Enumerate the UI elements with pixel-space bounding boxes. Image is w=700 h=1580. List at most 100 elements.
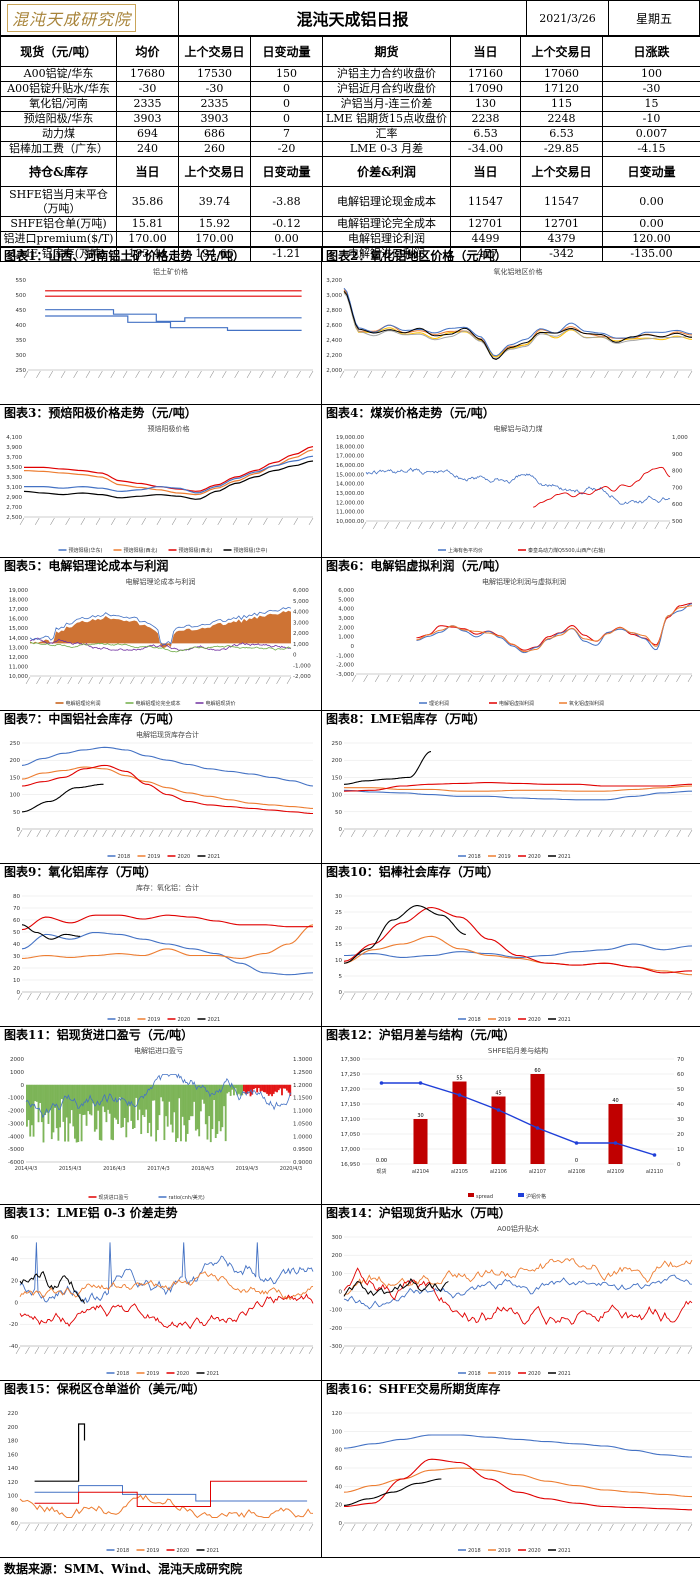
y-tick-label: 350	[16, 338, 27, 344]
y-tick-label: 0	[21, 1083, 25, 1089]
y-tick-label: -1,000	[336, 653, 354, 659]
series-line	[22, 924, 81, 940]
import-pnl-bar	[252, 1084, 255, 1090]
y-tick-label-right: 1.1000	[293, 1109, 313, 1115]
import-pnl-bar	[181, 1084, 184, 1117]
table-cell: 35.86	[116, 186, 179, 217]
y-tick-label: 50	[13, 810, 20, 816]
import-pnl-bar	[219, 1084, 222, 1132]
legend-item: 电解铝现货价	[206, 700, 236, 707]
import-pnl-bar	[289, 1084, 292, 1097]
y-tick-label-right: -1,000	[293, 663, 311, 669]
table-cell: 11547	[520, 186, 603, 217]
legend-item: 2019	[148, 854, 161, 860]
chart-c4: 电解铝与动力煤 19,000.00 18,000.00 17,000.00 16,000…	[336, 424, 688, 554]
import-pnl-bar	[267, 1084, 270, 1096]
import-pnl-bar	[158, 1084, 161, 1116]
import-pnl-bar	[95, 1084, 98, 1130]
legend-item: 2020	[178, 1017, 191, 1023]
table-row: LME 铝库存(万吨) 193.44 194.66 -1.21 电解铝进口利润 -477-…	[0, 246, 700, 262]
chart-inner-title: 电解铝与动力煤	[494, 424, 543, 433]
y-tick-label: 17,000.00	[336, 454, 364, 460]
import-pnl-bar	[234, 1084, 237, 1089]
table-cell: -10	[602, 111, 700, 127]
series-line	[343, 1434, 693, 1458]
import-pnl-bar	[44, 1084, 47, 1116]
y-tick-label: 0	[17, 990, 21, 996]
bar-data-label: 40	[612, 1098, 618, 1104]
series-line	[344, 751, 432, 785]
chart-inner-title: 库存：氧化铝：合计	[136, 883, 199, 892]
import-pnl-bar	[163, 1084, 166, 1141]
x-tick-label: 2017/4/3	[147, 1166, 169, 1172]
y-tick-label: 150	[332, 775, 343, 781]
import-pnl-bar	[286, 1084, 288, 1091]
y-tick-label: 18,000	[9, 598, 29, 604]
data-source-footer: 数据来源：SMM、Wind、混沌天成研究院	[0, 1557, 700, 1580]
y-tick-label-right: 60	[677, 1072, 684, 1078]
table-cell: 沪铝当月-连三价差	[322, 96, 451, 112]
table-cell: -4.15	[602, 141, 700, 157]
series-line	[416, 603, 693, 654]
table-cell: 当日	[450, 156, 521, 187]
import-pnl-bar	[213, 1084, 216, 1101]
import-pnl-bar	[117, 1084, 119, 1125]
series-line	[24, 446, 314, 492]
import-pnl-bar	[282, 1084, 285, 1089]
chart-c3: 预焙阳极价格 4,100 3,900 3,700 3,500 3,300 3,100 2,90…	[6, 424, 314, 554]
chart-panel-c6: 图表6：电解铝虚拟利润（元/吨） 电解铝理论利润与虚拟利润 6,000 5,000 4,…	[322, 558, 700, 710]
legend-item: 2019	[498, 854, 511, 860]
import-pnl-bar	[223, 1084, 225, 1107]
import-pnl-bar	[165, 1084, 167, 1117]
legend-item: 上海有色平均价	[448, 547, 483, 554]
series-line	[21, 914, 313, 931]
chart-panel-c9: 图表9：氧化铝库存（万吨） 库存：氧化铝：合计 80 70 60 50 40 30 20 10 0 2…	[0, 864, 322, 1026]
import-pnl-bar	[85, 1084, 88, 1126]
import-pnl-bar	[42, 1084, 45, 1143]
y-tick-label-right: 500	[672, 519, 683, 525]
table-cell: 240	[116, 141, 179, 157]
table-cell: 170.00	[116, 231, 179, 247]
y-tick-label: 17,100	[341, 1117, 361, 1123]
import-pnl-bar	[171, 1084, 174, 1133]
table-cell: -30	[116, 81, 179, 97]
table-cell: 3903	[116, 111, 179, 127]
y-tick-label: 3,300	[6, 475, 22, 481]
import-pnl-bar	[110, 1084, 113, 1140]
table-cell: 上个交易日	[520, 36, 603, 67]
table-row: 现货（元/吨） 均价 上个交易日 日变动量 期货 当日 上个交易日 日涨跌	[0, 36, 700, 67]
table-cell: 194.66	[178, 246, 251, 262]
report-date: 2021/3/26	[527, 1, 609, 35]
y-tick-label-right: -2,000	[293, 674, 311, 680]
y-tick-label: 2,700	[6, 505, 22, 511]
y-tick-label: 18,000.00	[336, 444, 364, 450]
import-pnl-bar	[47, 1084, 50, 1124]
y-tick-label: 500	[16, 293, 27, 299]
y-tick-label-right: 20	[677, 1132, 684, 1138]
table-cell: 15.81	[116, 216, 179, 232]
import-pnl-bar	[128, 1084, 131, 1107]
y-tick-label: 200	[10, 758, 21, 764]
series-line	[343, 287, 693, 357]
legend-item: 2020	[528, 1017, 541, 1023]
profit-area	[30, 610, 291, 649]
y-tick-label-right: 900	[672, 452, 683, 458]
import-pnl-bar	[279, 1084, 282, 1089]
spread-bar	[452, 1081, 467, 1164]
import-pnl-bar	[60, 1084, 63, 1100]
y-tick-label: 2,000	[338, 625, 354, 631]
y-tick-label-right: 1.2500	[293, 1070, 313, 1076]
series-line	[34, 1423, 86, 1482]
import-pnl-bar	[54, 1084, 57, 1108]
import-pnl-bar	[274, 1084, 277, 1092]
series-line	[343, 292, 692, 360]
y-tick-label: 70	[13, 906, 20, 912]
legend-item: 2021	[207, 1548, 220, 1554]
y-tick-label-right: 1.0000	[293, 1134, 313, 1140]
y-tick-label: 100	[10, 793, 21, 799]
import-pnl-bar	[140, 1084, 143, 1135]
table-cell: 6.53	[450, 126, 521, 142]
import-pnl-bar	[254, 1084, 257, 1089]
y-tick-label: 550	[16, 278, 27, 284]
chart-title: 图表1：山西、河南铝土矿价格走势（元/吨）	[4, 249, 245, 263]
